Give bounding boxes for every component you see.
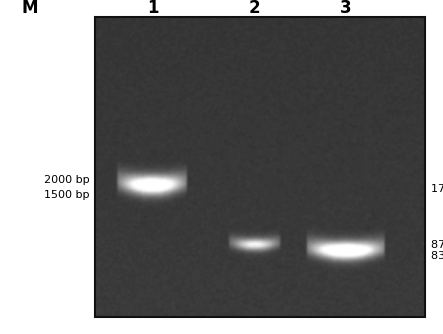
Text: 1798 bp: 1798 bp [431, 184, 443, 194]
Text: 3: 3 [340, 0, 351, 17]
Text: 2: 2 [249, 0, 260, 17]
Bar [95, 17, 425, 317]
Text: M: M [22, 0, 39, 17]
Text: 838 bp: 838 bp [431, 250, 443, 261]
Text: 2000 bp: 2000 bp [44, 175, 90, 185]
Text: 876 bp: 876 bp [431, 240, 443, 250]
Text: 1: 1 [147, 0, 159, 17]
Text: 1500 bp: 1500 bp [44, 190, 90, 200]
